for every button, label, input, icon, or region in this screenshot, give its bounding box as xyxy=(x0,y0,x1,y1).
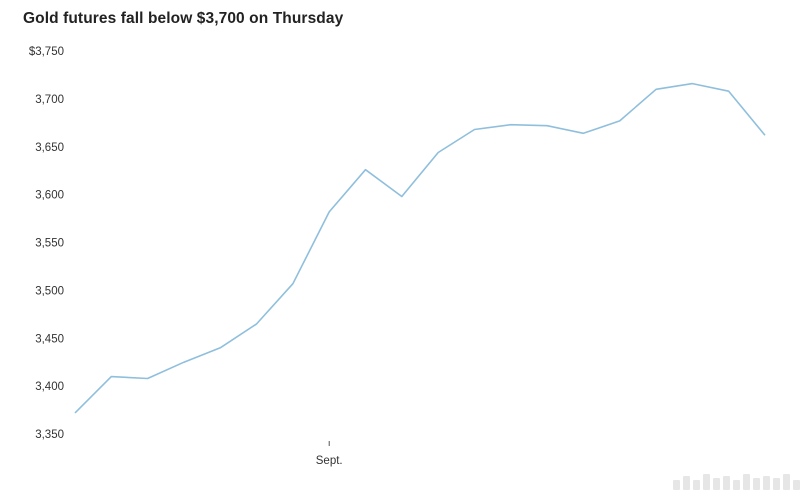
y-tick-label: 3,700 xyxy=(35,94,64,106)
y-tick-label: $3,750 xyxy=(29,46,64,58)
y-axis: 3,350 3,400 3,450 3,500 3,550 3,600 3,650 3,700… xyxy=(29,46,64,441)
y-tick-label: 3,550 xyxy=(35,238,64,250)
watermark-logo xyxy=(673,474,800,490)
y-tick-label: 3,500 xyxy=(35,285,64,297)
x-axis: Sept. xyxy=(316,441,343,467)
y-tick-label: 3,650 xyxy=(35,142,64,154)
plot-area xyxy=(74,82,766,414)
y-tick-label: 3,450 xyxy=(35,333,64,345)
series-line xyxy=(74,82,766,414)
y-tick-label: 3,400 xyxy=(35,381,64,393)
x-tick-label: Sept. xyxy=(316,455,343,467)
chart-title: Gold futures fall below $3,700 on Thursd… xyxy=(23,10,344,27)
y-tick-label: 3,600 xyxy=(35,190,64,202)
y-tick-label: 3,350 xyxy=(35,429,64,441)
